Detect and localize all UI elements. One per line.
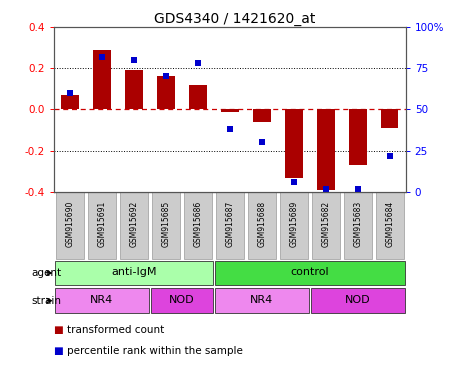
Text: NR4: NR4	[90, 295, 113, 305]
Bar	[184, 192, 212, 259]
Text: NR4: NR4	[250, 295, 273, 305]
Text: percentile rank within the sample: percentile rank within the sample	[67, 346, 243, 356]
Bar	[280, 192, 308, 259]
Point	[322, 185, 330, 192]
Text: transformed count: transformed count	[67, 325, 164, 335]
Bar	[55, 288, 149, 313]
Point	[162, 73, 170, 79]
Text: NOD: NOD	[169, 295, 195, 305]
Text: GSM915691: GSM915691	[98, 201, 106, 247]
Bar	[285, 109, 303, 177]
Text: control: control	[290, 268, 329, 278]
Bar	[381, 109, 399, 128]
Point	[194, 60, 202, 66]
Text: GSM915682: GSM915682	[321, 201, 330, 247]
Bar	[93, 50, 111, 109]
Bar	[344, 192, 372, 259]
Point	[290, 179, 297, 185]
Text: anti-IgM: anti-IgM	[111, 268, 157, 278]
Point	[66, 90, 74, 96]
Text: strain: strain	[31, 296, 61, 306]
Bar	[317, 109, 334, 190]
Bar	[61, 95, 79, 109]
Text: agent: agent	[31, 268, 62, 278]
Text: GSM915686: GSM915686	[193, 201, 202, 247]
Bar	[189, 85, 207, 109]
Bar	[311, 288, 405, 313]
Bar	[125, 70, 143, 109]
Bar	[55, 261, 213, 285]
Bar	[216, 192, 244, 259]
Point	[130, 57, 137, 63]
Bar	[248, 192, 276, 259]
Text: GSM915687: GSM915687	[225, 201, 234, 247]
Text: GDS4340 / 1421620_at: GDS4340 / 1421620_at	[154, 12, 315, 25]
Text: GSM915688: GSM915688	[257, 201, 266, 247]
Bar	[88, 192, 116, 259]
Bar	[56, 192, 84, 259]
Bar	[221, 109, 239, 111]
Text: ■: ■	[54, 325, 67, 335]
Bar	[215, 288, 309, 313]
Bar	[157, 76, 174, 109]
Text: GSM915684: GSM915684	[385, 201, 394, 247]
Bar	[253, 109, 271, 122]
Point	[354, 185, 362, 192]
Text: NOD: NOD	[345, 295, 371, 305]
Bar	[312, 192, 340, 259]
Text: GSM915690: GSM915690	[65, 201, 75, 247]
Bar	[151, 288, 213, 313]
Point	[258, 139, 265, 146]
Text: GSM915692: GSM915692	[129, 201, 138, 247]
Bar	[349, 109, 366, 165]
Text: GSM915683: GSM915683	[353, 201, 362, 247]
Text: GSM915685: GSM915685	[161, 201, 170, 247]
Point	[98, 53, 106, 60]
Bar	[120, 192, 148, 259]
Bar	[376, 192, 404, 259]
Text: ■: ■	[54, 346, 67, 356]
Text: GSM915689: GSM915689	[289, 201, 298, 247]
Point	[386, 152, 393, 159]
Bar	[152, 192, 180, 259]
Point	[226, 126, 234, 132]
Bar	[215, 261, 405, 285]
